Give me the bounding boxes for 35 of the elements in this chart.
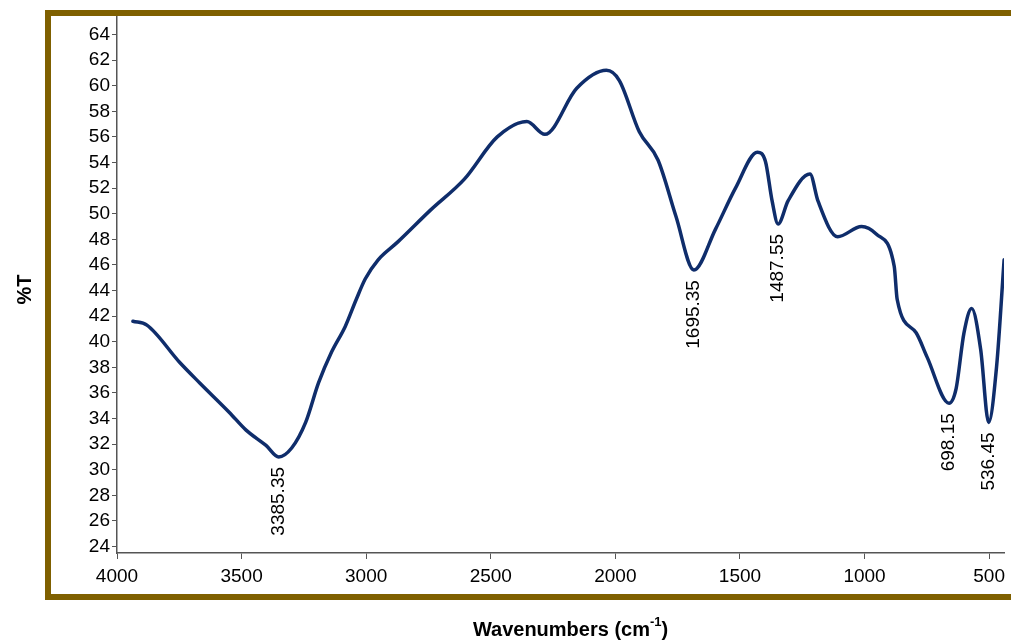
y-tick-label: 52 (88, 176, 110, 198)
y-tick-label: 42 (88, 304, 110, 326)
y-tick-label: 56 (88, 125, 110, 147)
annotation: 698.15 (937, 413, 959, 472)
annotation: 1487.55 (766, 233, 788, 303)
y-tick-label: 62 (88, 48, 110, 70)
y-tick-label: 32 (88, 432, 110, 454)
y-tick-label: 34 (88, 406, 111, 428)
x-tick-label: 2000 (594, 564, 637, 586)
y-axis-title: %T (12, 274, 35, 305)
y-tick-label: 64 (88, 22, 111, 44)
x-tick-label: 3500 (220, 564, 263, 586)
x-tick-label: 1000 (843, 564, 886, 586)
y-tick-label: 46 (88, 253, 110, 275)
x-tick-label: 500 (973, 564, 1005, 586)
x-tick-label: 2500 (469, 564, 512, 586)
x-tick-label: 1500 (718, 564, 762, 586)
y-tick-label: 50 (88, 201, 110, 223)
y-tick-label: 58 (88, 99, 110, 121)
y-tick-label: 38 (88, 355, 110, 377)
y-tick-label: 60 (88, 73, 110, 95)
y-tick-label: 30 (88, 458, 110, 480)
y-tick-label: 54 (88, 150, 111, 172)
annotation: 536.45 (976, 432, 998, 491)
y-tick-label: 44 (88, 278, 111, 300)
x-tick-label: 4000 (95, 564, 139, 586)
y-tick-label: 36 (88, 381, 110, 403)
annotation: 1695.35 (682, 280, 704, 349)
y-tick-label: 40 (88, 329, 110, 351)
y-tick-label: 28 (88, 483, 110, 505)
y-tick-label: 48 (88, 227, 110, 249)
y-tick-label: 24 (88, 534, 111, 556)
y-tick-label: 26 (88, 509, 110, 531)
x-tick-label: 3000 (345, 564, 388, 586)
annotation: 3385.35 (266, 466, 288, 536)
